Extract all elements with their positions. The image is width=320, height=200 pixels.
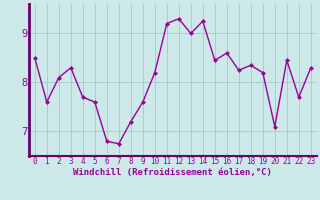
X-axis label: Windchill (Refroidissement éolien,°C): Windchill (Refroidissement éolien,°C) [73, 168, 272, 177]
